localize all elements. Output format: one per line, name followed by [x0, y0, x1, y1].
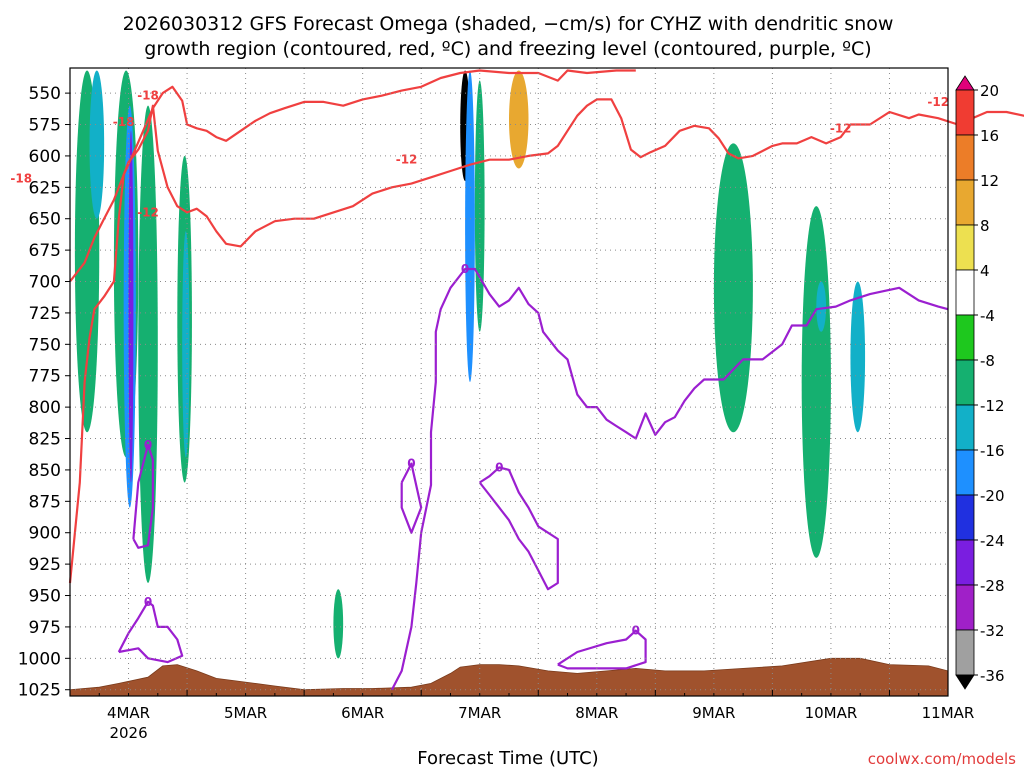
dgz-contour-label: -12: [927, 95, 949, 109]
y-tick-label: 825: [29, 430, 61, 450]
colorbar-swatch: [955, 269, 975, 316]
omega-shade-11: [465, 70, 475, 382]
colorbar-tick-label: 16: [980, 127, 999, 145]
y-tick-label: 850: [29, 461, 61, 481]
freezing-contour-label: 0: [144, 595, 152, 609]
y-tick-label: 750: [29, 335, 61, 355]
x-tick-label: 9MAR: [692, 704, 735, 722]
freezing-contour-line-3: [400, 462, 423, 534]
y-tick-label: 1025: [18, 681, 61, 701]
dgz-contour-label: -18: [137, 89, 159, 103]
omega-shade-16: [816, 281, 827, 332]
chart-title-line-2: growth region (contoured, red, ºC) and f…: [144, 38, 871, 60]
y-tick-label: 875: [29, 492, 61, 512]
freezing-contour-label: 0: [144, 438, 152, 452]
x-year-label: 2026: [109, 724, 147, 742]
dgz-contour-line-1: [68, 98, 1024, 584]
omega-shade-15: [801, 206, 831, 558]
colorbar-tick-label: -28: [980, 577, 1005, 595]
y-tick-label: 675: [29, 241, 61, 261]
y-tick-label: 550: [29, 84, 61, 104]
colorbar-bottom-arrow: [955, 674, 975, 690]
y-tick-label: 775: [29, 367, 61, 387]
y-tick-label: 800: [29, 398, 61, 418]
y-tick-label: 625: [29, 178, 61, 198]
freezing-contour-label: 0: [407, 457, 415, 471]
colorbar-tick-label: -4: [980, 307, 995, 325]
credit-label: coolwx.com/models: [868, 750, 1016, 768]
x-tick-label: 4MAR: [107, 704, 150, 722]
colorbar-swatch: [955, 314, 975, 361]
colorbar: 20 16 12 8 4 -4 -8 -12 -16 -20 -24 -28 -32 -36: [955, 75, 1005, 690]
colorbar-swatch: [955, 584, 975, 631]
omega-shade-13: [509, 70, 529, 169]
y-tick-label: 1000: [18, 649, 61, 669]
freezing-contour-line-1: [117, 600, 184, 664]
y-tick-label: 925: [29, 555, 61, 575]
colorbar-swatch: [955, 359, 975, 406]
y-tick-label: 600: [29, 147, 61, 167]
colorbar-tick-label: -32: [980, 622, 1005, 640]
colorbar-tick-label: -24: [980, 532, 1005, 550]
dgz-contour-label: -18: [113, 115, 135, 129]
freezing-contour-line-5: [557, 629, 647, 670]
freezing-contour-label: 0: [495, 460, 503, 474]
freezing-contour-line-4: [478, 466, 559, 591]
omega-shade-17: [850, 281, 866, 433]
dgz-contour-line-0: [69, 69, 636, 283]
x-tick-label: 6MAR: [341, 704, 384, 722]
x-tick-label: 7MAR: [458, 704, 501, 722]
x-tick-label: 8MAR: [575, 704, 618, 722]
colorbar-tick-label: -16: [980, 442, 1005, 460]
colorbar-tick-label: -36: [980, 667, 1005, 685]
dgz-contour-label: -12: [137, 205, 159, 219]
colorbar-tick-label: 4: [980, 262, 990, 280]
colorbar-swatch: [955, 449, 975, 496]
colorbar-tick-label: 20: [980, 82, 999, 100]
freezing-contour-line-2: [390, 267, 949, 691]
colorbar-swatch: [955, 89, 975, 136]
dgz-contour-label: -18: [10, 172, 32, 186]
y-tick-label: 975: [29, 618, 61, 638]
colorbar-swatch: [955, 494, 975, 541]
y-tick-label: 650: [29, 210, 61, 230]
x-tick-label: 11MAR: [922, 704, 975, 722]
chart-title-line-1: 2026030312 GFS Forecast Omega (shaded, −…: [123, 13, 894, 35]
freezing-contour-line-0: [132, 443, 154, 549]
x-tick-label: 10MAR: [805, 704, 858, 722]
freezing-contour-label: 0: [461, 262, 469, 276]
omega-shade-12: [474, 80, 485, 332]
colorbar-tick-label: -12: [980, 397, 1005, 415]
colorbar-swatch: [955, 404, 975, 451]
dgz-contour-label: -12: [396, 153, 418, 167]
colorbar-swatch: [955, 134, 975, 181]
dgz-contour-label: -12: [830, 121, 852, 135]
axes: 550 575 600 625 650 675 700 725 750 775 800 825 850 8…: [18, 67, 975, 742]
omega-shade-1: [89, 70, 105, 219]
y-tick-label: 900: [29, 524, 61, 544]
omega-shade-8: [333, 589, 344, 659]
y-tick-label: 700: [29, 273, 61, 293]
colorbar-swatch: [955, 179, 975, 226]
y-tick-label: 575: [29, 116, 61, 136]
colorbar-swatch: [955, 539, 975, 586]
colorbar-tick-label: 12: [980, 172, 999, 190]
colorbar-tick-label: -8: [980, 352, 995, 370]
omega-shade-5: [138, 105, 158, 583]
colorbar-top-arrow: [955, 75, 975, 91]
colorbar-swatch: [955, 629, 975, 676]
colorbar-tick-label: -20: [980, 487, 1005, 505]
freezing-contour-label: 0: [632, 624, 640, 638]
omega-shade-4: [128, 130, 134, 483]
colorbar-tick-label: 8: [980, 217, 990, 235]
omega-shade-14: [713, 143, 753, 433]
y-tick-label: 950: [29, 587, 61, 607]
x-axis-label: Forecast Time (UTC): [417, 748, 598, 768]
y-tick-label: 725: [29, 304, 61, 324]
colorbar-swatch: [955, 224, 975, 271]
x-tick-label: 5MAR: [224, 704, 267, 722]
